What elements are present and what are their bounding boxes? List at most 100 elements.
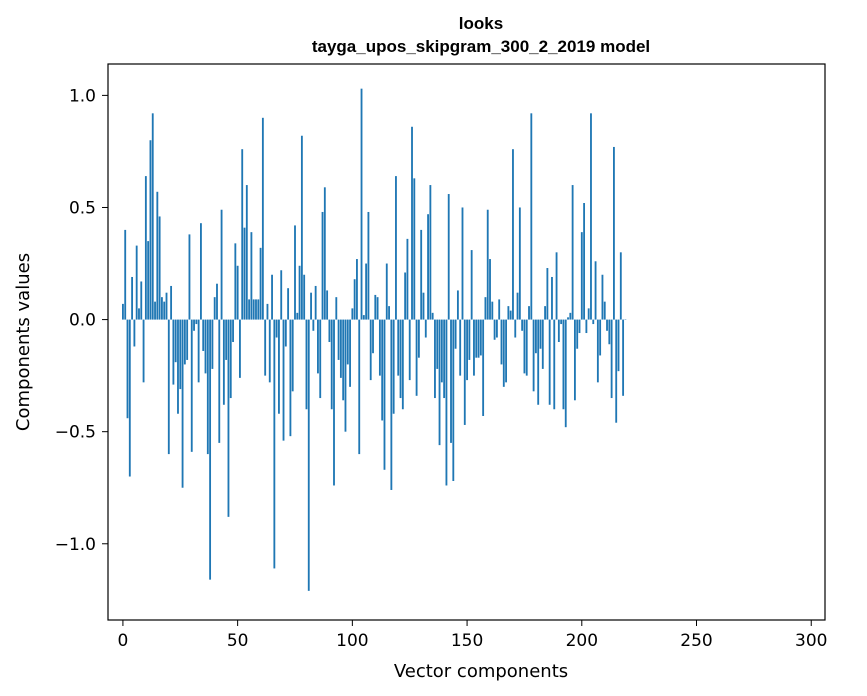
bar-141	[445, 319, 448, 486]
bar-198	[576, 319, 579, 349]
bar-60	[259, 247, 262, 320]
bar-122	[401, 319, 404, 410]
bar-79	[303, 274, 306, 320]
bar-57	[252, 299, 255, 320]
bar-80	[305, 319, 308, 410]
x-tick-label-0: 0	[117, 631, 128, 651]
bar-26	[181, 319, 184, 488]
bar-187	[551, 276, 553, 320]
bar-197	[573, 319, 576, 401]
bar-157	[482, 319, 485, 416]
bar-123	[404, 272, 407, 320]
bar-154	[475, 319, 478, 358]
bar-126	[411, 126, 413, 320]
bar-186	[548, 319, 551, 405]
bar-146	[456, 290, 459, 320]
bar-135	[431, 312, 434, 320]
bar-103	[358, 319, 361, 455]
bar-77	[298, 265, 301, 320]
bar-159	[486, 209, 489, 320]
bar-152	[470, 250, 473, 320]
bar-81	[307, 319, 310, 591]
bar-62	[264, 319, 267, 376]
bar-101	[353, 279, 356, 320]
bar-213	[610, 319, 613, 399]
bar-20	[167, 319, 170, 455]
bar-136	[434, 319, 436, 399]
bar-110	[374, 294, 377, 320]
bars-group	[122, 88, 627, 591]
bar-195	[569, 312, 572, 320]
bar-7	[138, 308, 140, 320]
bar-53	[243, 227, 246, 320]
bar-127	[413, 178, 416, 320]
bar-173	[518, 207, 521, 320]
bar-11	[147, 241, 150, 320]
bar-190	[557, 319, 560, 342]
bar-94	[337, 319, 340, 360]
bar-189	[555, 252, 558, 320]
bar-133	[427, 214, 429, 320]
bar-176	[525, 319, 528, 376]
bar-182	[539, 319, 542, 349]
bar-206	[594, 261, 597, 320]
bar-95	[339, 319, 342, 378]
bar-64	[268, 319, 271, 383]
bar-98	[346, 319, 349, 365]
x-axis-label: Vector components	[394, 661, 568, 682]
bar-165	[500, 319, 503, 365]
bar-139	[440, 319, 443, 383]
bar-2	[126, 319, 129, 419]
bar-128	[415, 319, 418, 396]
bar-12	[149, 140, 152, 320]
bar-84	[314, 285, 317, 320]
bar-147	[459, 319, 462, 376]
bar-188	[553, 319, 556, 410]
bar-118	[392, 319, 395, 414]
bar-52	[241, 149, 244, 320]
y-tick-label-1: −0.5	[55, 423, 96, 443]
y-tick-label-2: 0.0	[69, 311, 96, 331]
x-tick-label-2: 100	[336, 631, 368, 651]
bar-184	[544, 306, 547, 320]
bar-185	[546, 268, 549, 320]
bar-207	[596, 319, 599, 383]
bar-45	[225, 319, 228, 360]
bar-166	[502, 319, 505, 387]
bar-153	[473, 319, 475, 376]
bar-204	[590, 113, 592, 320]
bar-44	[222, 319, 225, 405]
bar-38	[209, 319, 212, 580]
bar-5	[133, 319, 136, 347]
bar-39	[211, 319, 214, 369]
bar-75	[294, 225, 296, 320]
x-tick-label-3: 150	[451, 631, 483, 651]
bar-164	[498, 299, 501, 320]
bar-58	[255, 299, 257, 320]
bar-42	[218, 319, 221, 443]
bar-215	[615, 319, 618, 423]
bar-203	[587, 308, 590, 320]
chart-title: looks	[459, 14, 503, 33]
bar-170	[512, 149, 514, 320]
bar-114	[383, 319, 386, 470]
y-tick-label-3: 0.5	[69, 198, 96, 218]
bar-50	[236, 265, 239, 320]
bar-168	[507, 306, 510, 320]
bar-171	[514, 319, 517, 338]
bar-17	[161, 297, 163, 320]
bar-178	[530, 113, 533, 320]
bar-142	[447, 194, 450, 320]
bar-69	[280, 270, 283, 320]
bar-32	[195, 319, 198, 325]
bar-91	[330, 319, 333, 410]
bar-109	[372, 319, 374, 354]
bar-132	[424, 319, 427, 338]
bar-89	[326, 290, 329, 320]
bar-30	[190, 319, 193, 452]
bar-199	[578, 319, 581, 334]
bar-99	[349, 319, 351, 387]
bar-9	[142, 319, 145, 383]
bar-163	[495, 319, 498, 338]
